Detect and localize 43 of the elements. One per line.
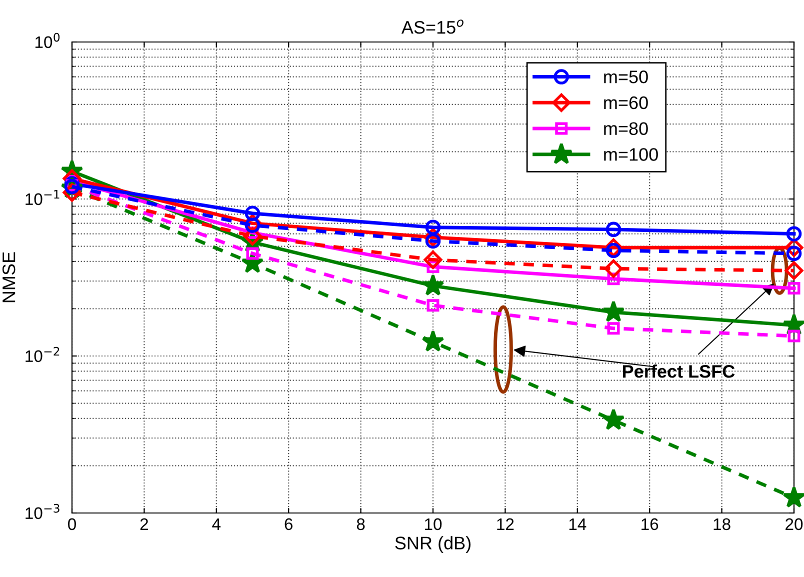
point — [607, 322, 620, 335]
x-tick-label: 10 — [425, 518, 442, 530]
point — [782, 486, 804, 508]
legend-label: m=80 — [604, 122, 648, 136]
y-tick-label: 10$^{0}$ — [35, 32, 60, 48]
legend-label: m=50 — [604, 70, 648, 84]
point — [788, 330, 800, 342]
point — [424, 250, 442, 270]
point — [602, 300, 625, 322]
y-tick-label: 10$^{−3}$ — [26, 504, 60, 520]
legend-label: m=60 — [604, 96, 648, 110]
point — [425, 220, 441, 235]
point — [784, 261, 804, 280]
point — [244, 206, 260, 222]
y-axis-title: NMSE — [2, 252, 16, 302]
point — [426, 299, 440, 312]
point — [246, 247, 259, 260]
y-tick-label: 10$^{−2}$ — [26, 346, 60, 362]
point — [606, 242, 622, 258]
legend-label: m=100 — [604, 148, 658, 161]
x-tick-label: 14 — [569, 518, 586, 530]
point — [604, 259, 623, 278]
x-tick-label: 20 — [786, 518, 803, 530]
x-tick-label: 0 — [68, 518, 76, 530]
x-axis-title: SNR (dB) — [395, 536, 471, 553]
x-tick-label: 12 — [497, 518, 514, 530]
point — [422, 330, 444, 352]
point — [244, 218, 260, 233]
x-tick-label: 16 — [642, 518, 658, 530]
point — [788, 282, 800, 295]
point — [425, 233, 441, 249]
y-tick-label: 10$^{−1}$ — [26, 190, 60, 206]
point — [786, 226, 802, 242]
x-tick-label: 6 — [284, 518, 292, 530]
chart-title: AS=15$^{o}$ — [401, 20, 464, 34]
annotation: Perfect LSFC — [623, 364, 735, 378]
x-tick-label: 8 — [356, 518, 365, 530]
point — [606, 222, 622, 238]
point — [422, 274, 444, 296]
x-tick-label: 18 — [714, 518, 730, 530]
point — [602, 408, 625, 430]
x-tick-label: 4 — [212, 518, 221, 530]
x-tick-label: 2 — [140, 518, 148, 530]
